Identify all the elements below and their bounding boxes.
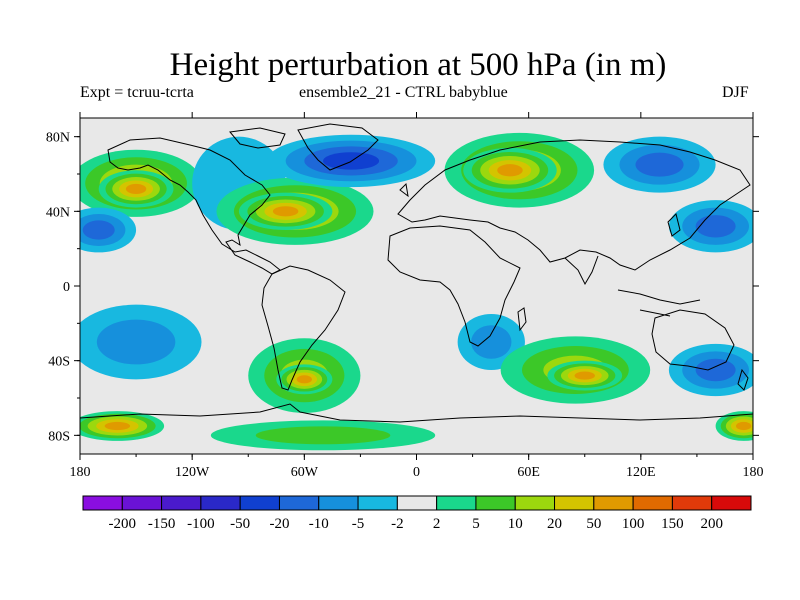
colorbar-swatch (593, 495, 634, 511)
colorbar-label: -2 (391, 516, 404, 532)
coastline-africa (387, 225, 521, 347)
colorbar-swatch (632, 495, 673, 511)
coastline-antarctica (80, 403, 753, 423)
colorbar-swatch (436, 495, 477, 511)
contour-region (695, 215, 736, 238)
lon-tick-label: 60E (517, 465, 540, 480)
contour-region (736, 421, 752, 431)
contour-region (96, 319, 176, 365)
contour-region (695, 358, 736, 382)
colorbar-swatch (121, 495, 163, 511)
contour-region (635, 152, 684, 177)
colorbar-swatch (671, 495, 713, 511)
contour-region (574, 371, 595, 380)
coastline-small-islands (399, 182, 681, 237)
lat-tick-label: 0 (63, 280, 70, 295)
lat-tick-label: 80S (48, 429, 70, 444)
colorbar-label: -150 (148, 516, 176, 532)
coastline-eurasia (397, 139, 751, 271)
lon-tick-label: 60W (291, 465, 319, 480)
lat-tick-label: 40N (46, 205, 70, 220)
contour-region (255, 426, 391, 445)
axis-ticks: 80N 40N 0 40S 80S 180 120W 60W 0 60E 120E 180 (46, 112, 764, 480)
colorbar-swatch (554, 495, 595, 511)
colorbar-swatch (711, 495, 752, 511)
colorbar: -200 -150 -100 -50 -20 -10 -5 -2 2 5 10 20 50 100 150 2… (82, 495, 752, 532)
contour-field (80, 118, 753, 454)
coastline-new-zealand (737, 368, 749, 391)
colorbar-swatch (278, 495, 320, 511)
colorbar-swatch (357, 495, 398, 511)
coastline-greenland (297, 123, 379, 171)
season-label: DJF (722, 84, 749, 101)
page-title: Height perturbation at 500 hPa (in m) (169, 47, 667, 83)
colorbar-label: -100 (187, 516, 215, 532)
colorbar-label: -50 (230, 516, 250, 532)
coastline-india (564, 255, 599, 286)
coastline-south-america (261, 265, 346, 391)
colorbar-label: 10 (508, 516, 523, 532)
lon-tick-label: 180 (70, 465, 91, 480)
colorbar-label: 150 (661, 516, 684, 532)
colorbar-label: -200 (109, 516, 137, 532)
colorbar-swatch (239, 495, 280, 511)
contour-region (497, 164, 523, 177)
colorbar-swatch (514, 495, 556, 511)
contour-region (471, 325, 512, 359)
lat-tick-label: 80N (46, 131, 70, 146)
experiment-label: Expt = tcruu-tcrta (80, 84, 194, 101)
coastlines (80, 123, 753, 423)
colorbar-label: 100 (622, 516, 645, 532)
coastline-arctic-islands (229, 127, 286, 149)
lon-tick-label: 180 (743, 465, 764, 480)
colorbar-swatch (318, 495, 359, 511)
colorbar-swatch (475, 495, 516, 511)
colorbar-label: 50 (586, 516, 601, 532)
colorbar-label: 20 (547, 516, 562, 532)
contour-region (272, 206, 299, 217)
contour-region (296, 375, 312, 384)
lon-tick-label: 0 (413, 465, 420, 480)
contour-region (104, 421, 131, 431)
ensemble-label: ensemble2_21 - CTRL babyblue (299, 84, 508, 101)
colorbar-label: -5 (352, 516, 365, 532)
lon-tick-label: 120E (626, 465, 656, 480)
colorbar-label: 2 (433, 516, 441, 532)
lon-tick-label: 120W (175, 465, 210, 480)
colorbar-label: 5 (472, 516, 480, 532)
contour-region (82, 220, 115, 240)
colorbar-swatch (396, 495, 438, 511)
coastline-madagascar (517, 307, 527, 332)
colorbar-swatch (161, 495, 202, 511)
colorbar-label: 200 (700, 516, 723, 532)
contour-region (125, 183, 147, 195)
lat-tick-label: 40S (48, 355, 70, 370)
colorbar-swatch (82, 495, 123, 511)
colorbar-label: -10 (309, 516, 329, 532)
colorbar-swatch (200, 495, 241, 511)
coastline-australia (651, 309, 735, 371)
colorbar-label: -20 (269, 516, 289, 532)
